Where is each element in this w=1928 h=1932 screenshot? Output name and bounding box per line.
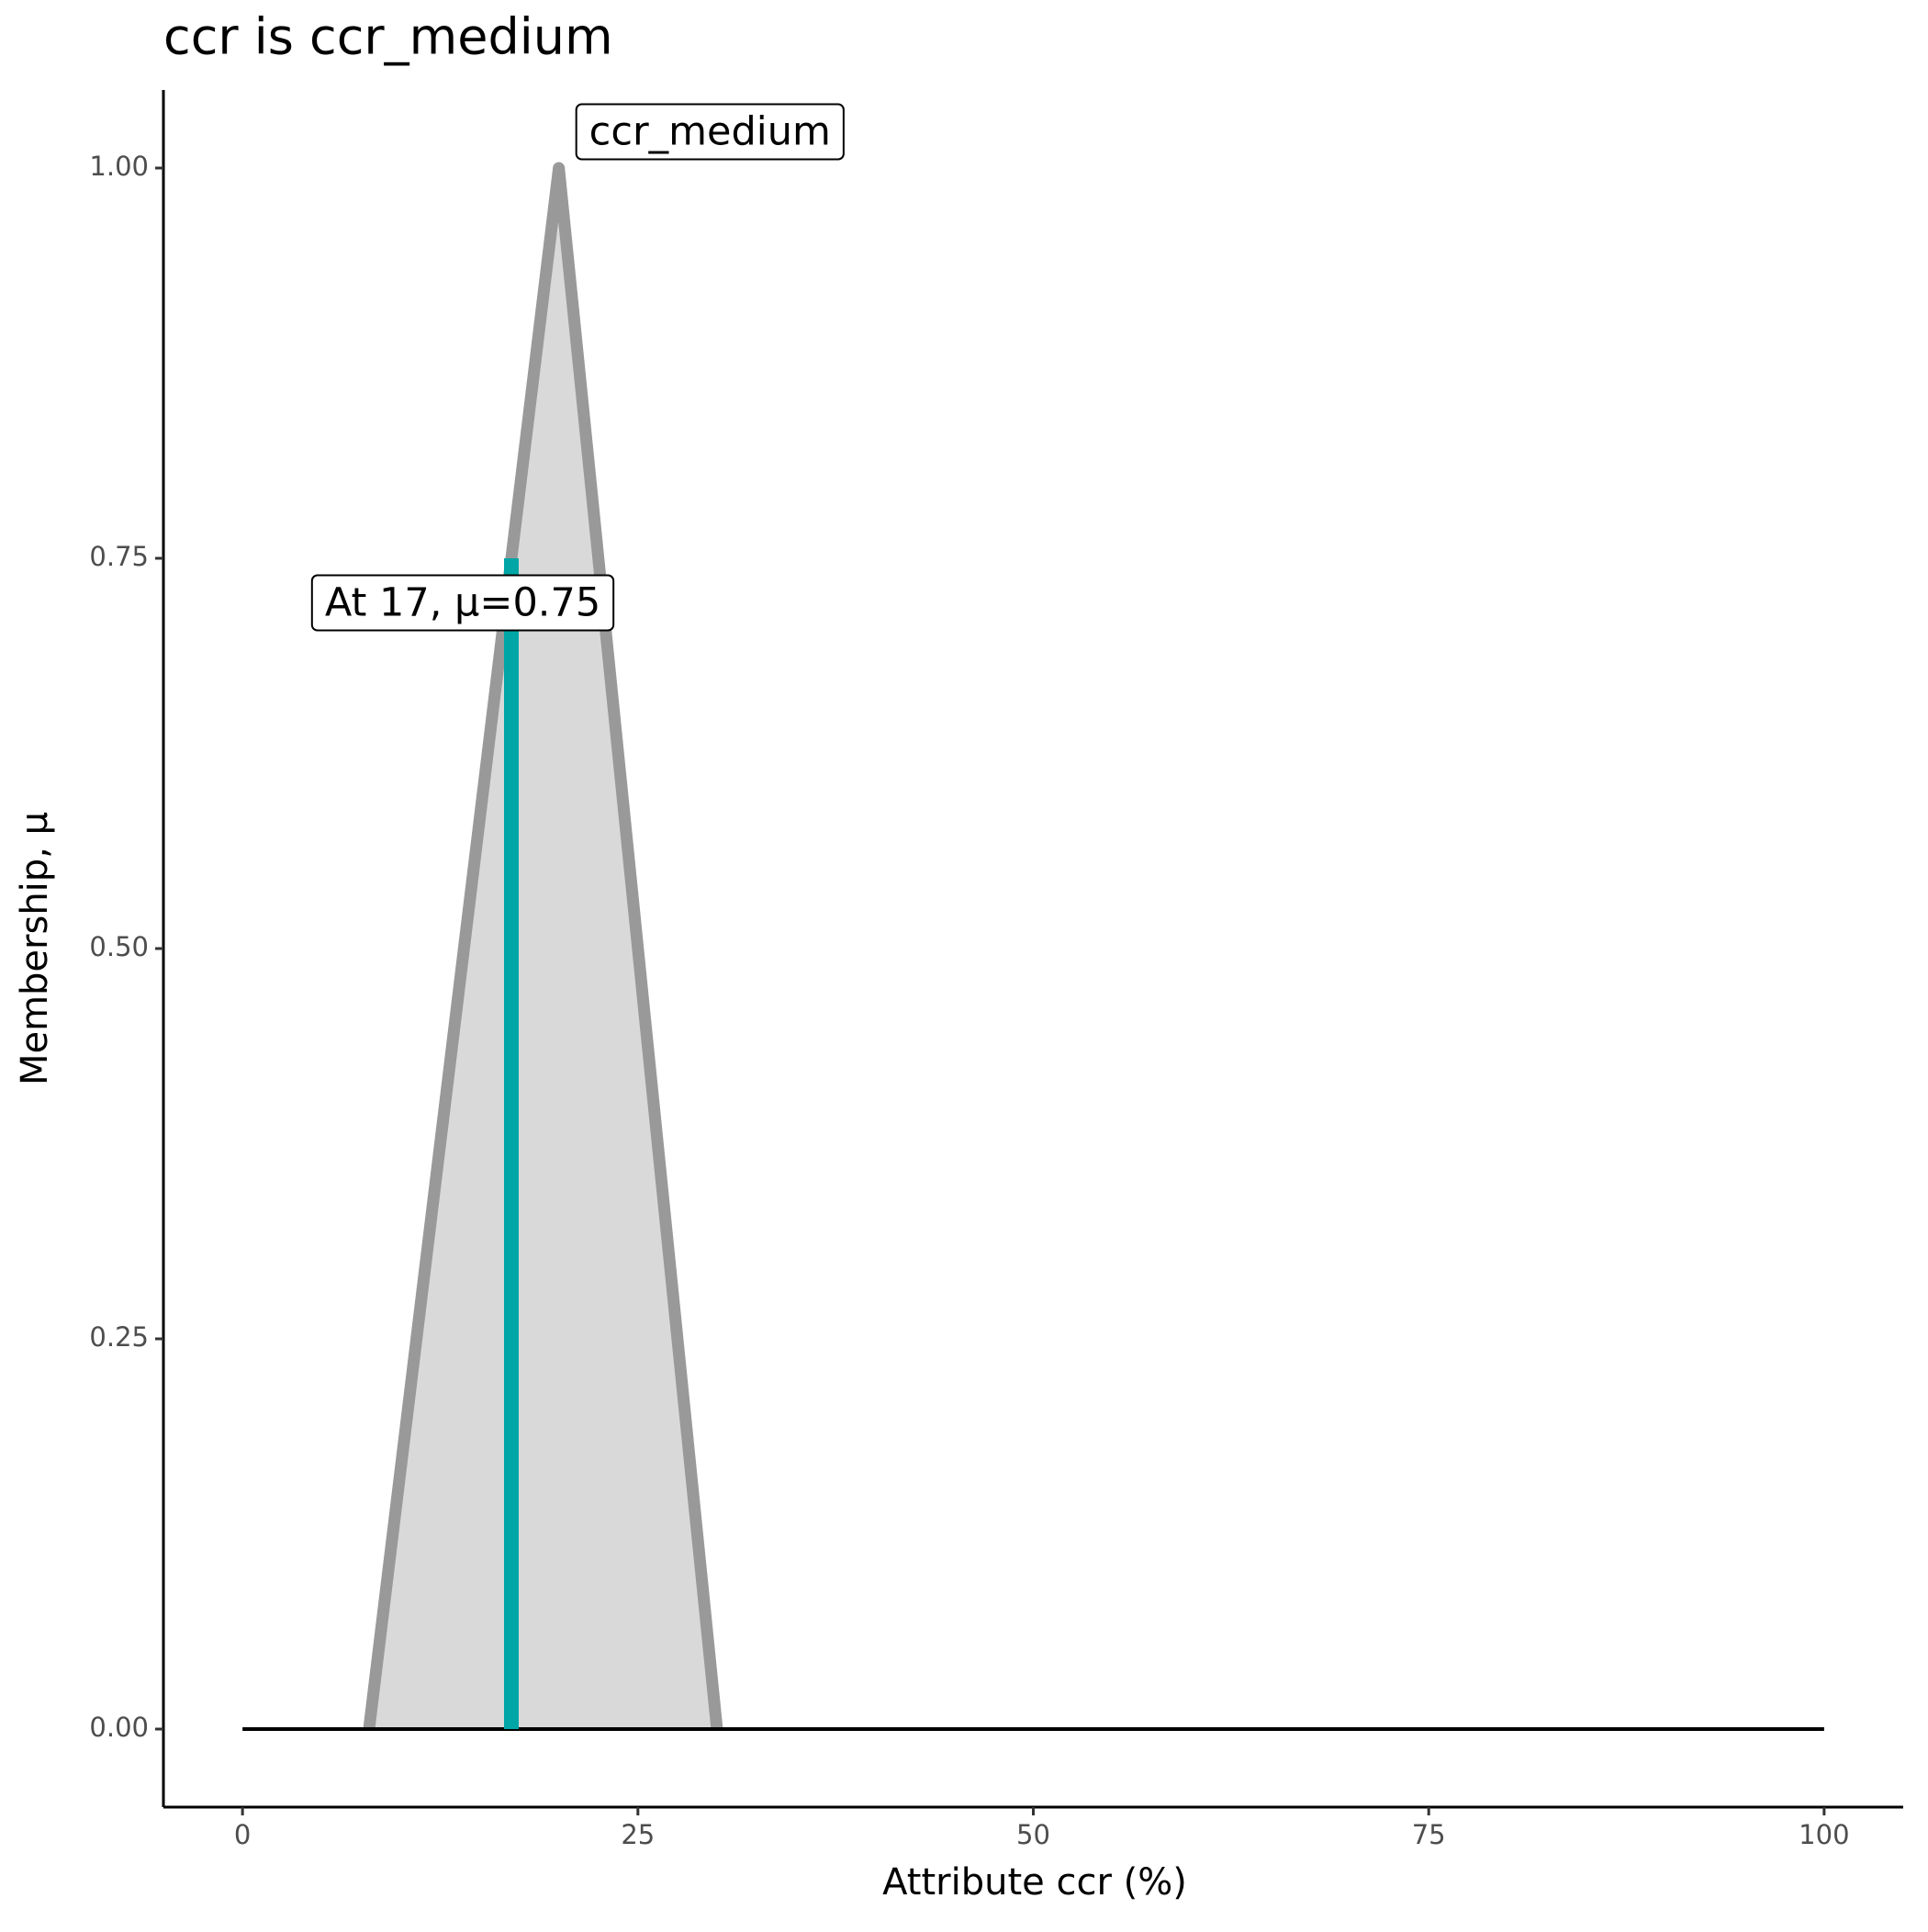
- x-tick-label: 75: [1412, 1819, 1446, 1850]
- series-label-box: [575, 103, 845, 161]
- x-tick-label: 100: [1799, 1819, 1849, 1850]
- y-tick-label: 0.25: [89, 1321, 149, 1353]
- marker-label-box: [310, 574, 615, 632]
- x-tick-label: 50: [1016, 1819, 1050, 1850]
- membership-line: [363, 162, 723, 1730]
- y-tick-label: 0.50: [89, 931, 149, 962]
- x-axis-title: Attribute ccr (%): [882, 1861, 1187, 1904]
- chart-title: ccr is ccr_medium: [163, 8, 613, 66]
- marker-label: At 17, μ=0.75: [325, 580, 600, 626]
- y-axis-title: Membership, μ: [14, 812, 56, 1085]
- y-tick-label: 0.75: [89, 541, 149, 572]
- series-label: ccr_medium: [589, 109, 831, 155]
- x-tick-label: 0: [234, 1819, 251, 1850]
- y-tick-label: 1.00: [89, 151, 149, 182]
- y-tick-label: 0.00: [89, 1712, 149, 1743]
- x-tick-label: 25: [621, 1819, 655, 1850]
- area-fill: [368, 168, 717, 1729]
